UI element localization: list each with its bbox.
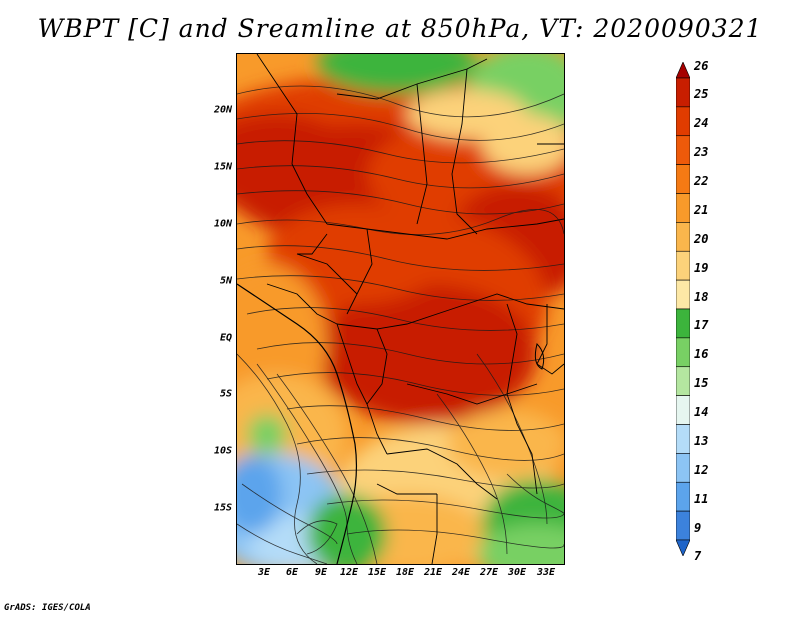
colorbar-swatch [676,222,690,252]
colorbar-label: 17 [694,318,709,333]
colorbar-swatch [676,135,690,165]
colorbar-swatch [676,337,690,368]
colorbar-arrow-top [676,62,690,79]
credit-text: GrADS: IGES/COLA [4,603,91,613]
colorbar-label: 23 [694,145,709,160]
colorbar-label: 20 [694,231,709,246]
colorbar-label: 13 [694,433,709,448]
colorbar-label: 9 [694,520,702,535]
country-borders [256,54,564,564]
colorbar-label: 19 [694,260,709,275]
colorbar-swatch [676,366,690,396]
streamlines [237,85,564,564]
lon-label-3e: 3E [257,567,271,578]
colorbar-swatch [676,308,690,339]
lon-label-15e: 15E [367,567,387,578]
lon-label-24e: 24E [451,567,471,578]
colorbar-label: 12 [694,462,709,477]
colorbar-label: 25 [694,87,709,102]
colorbar-swatch [676,77,690,108]
colorbar-swatch [676,453,690,483]
colorbar-arrow-bottom [676,539,690,556]
colorbar-label: 24 [694,116,709,131]
colorbar-label: 18 [694,289,709,304]
lon-label-12e: 12E [339,567,359,578]
temperature-field [237,54,564,564]
lon-label-27e: 27E [479,567,499,578]
lat-label-5n: 5N [219,275,232,287]
colorbar-swatch [676,164,690,194]
colorbar-label: 16 [694,347,709,362]
lat-label-15n: 15N [213,161,232,173]
colorbar-swatch [676,250,690,281]
colorbar-swatch [676,510,690,541]
colorbar-swatch [676,481,690,512]
colorbar-swatch [676,193,690,223]
colorbar-swatch [676,106,690,137]
lat-label-5s: 5S [219,388,232,400]
lon-label-9e: 9E [314,567,328,578]
lat-label-10s: 10S [213,445,232,457]
colorbar-swatch [676,424,690,454]
colorbar-label: 21 [694,202,709,217]
coastline [237,283,358,564]
map-panel [236,53,565,565]
colorbar-label: 15 [694,376,709,391]
colorbar [676,62,690,556]
lon-label-21e: 21E [423,567,443,578]
lon-label-18e: 18E [395,567,415,578]
colorbar-label: 22 [694,174,709,189]
lat-label-eq: EQ [219,332,232,344]
lon-label-6e: 6E [285,567,299,578]
lon-label-30e: 30E [507,567,527,578]
colorbar-label: 26 [694,58,709,73]
lat-label-10n: 10N [213,218,232,230]
colorbar-swatch [676,279,690,310]
colorbar-label: 7 [694,549,702,564]
colorbar-label: 14 [694,405,709,420]
lon-label-33e: 33E [536,567,556,578]
lat-label-20n: 20N [213,104,232,116]
colorbar-label: 11 [694,491,709,506]
lat-label-15s: 15S [213,502,232,514]
colorbar-swatch [676,395,690,425]
map-title: WBPT [C] and Sreamline at 850hPa, VT: 20… [37,14,763,43]
